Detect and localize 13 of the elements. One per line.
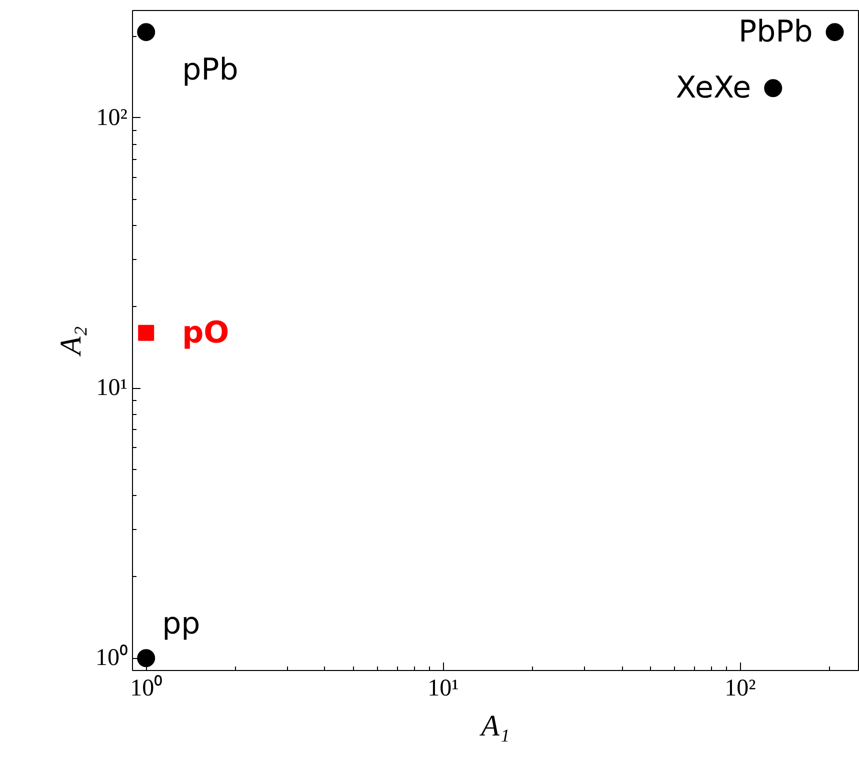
x-tick-label: 10² [724, 676, 756, 702]
annotation: PbPb [738, 14, 813, 50]
annotation: pPb [182, 52, 238, 88]
y-tick-label: 10⁰ [96, 644, 128, 672]
y-tick-label: 10¹ [96, 375, 128, 402]
series-label: pO [182, 315, 230, 350]
x-tick-label: 10¹ [428, 676, 459, 702]
x-axis-title: A₁ [479, 710, 510, 742]
annotation: pp [162, 606, 200, 642]
y-tick-label: 10² [96, 104, 128, 131]
annotation: XeXe [676, 70, 752, 106]
x-tick-label: 10⁰ [130, 674, 162, 702]
y-axis-title: A₂ [54, 326, 88, 357]
